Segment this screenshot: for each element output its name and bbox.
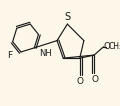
Text: F: F xyxy=(7,51,12,60)
Text: S: S xyxy=(64,12,70,22)
Text: O: O xyxy=(104,42,111,51)
Text: NH: NH xyxy=(39,49,52,58)
Text: O: O xyxy=(92,75,99,84)
Text: O: O xyxy=(76,77,83,86)
Text: CH₃: CH₃ xyxy=(109,42,120,51)
